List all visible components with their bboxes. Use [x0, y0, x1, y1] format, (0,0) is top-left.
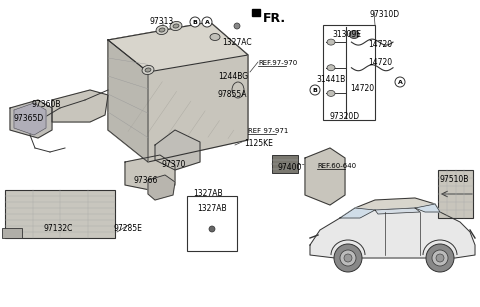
Text: 97360B: 97360B: [31, 100, 60, 109]
Ellipse shape: [232, 82, 244, 98]
Text: 1244BG: 1244BG: [218, 72, 248, 81]
Text: REF.97-970: REF.97-970: [258, 60, 297, 66]
Ellipse shape: [327, 90, 335, 96]
Text: 97400: 97400: [278, 163, 302, 172]
Polygon shape: [125, 155, 175, 192]
Text: 97366: 97366: [134, 176, 158, 185]
Text: 1327AC: 1327AC: [222, 38, 252, 47]
Circle shape: [432, 250, 448, 266]
Polygon shape: [310, 208, 475, 258]
Text: 31441B: 31441B: [316, 75, 345, 84]
Polygon shape: [108, 22, 248, 72]
Text: 97285E: 97285E: [113, 224, 142, 233]
Ellipse shape: [349, 30, 359, 38]
Text: FR.: FR.: [263, 12, 286, 25]
Circle shape: [234, 23, 240, 29]
Text: 1125KE: 1125KE: [244, 139, 273, 148]
Bar: [323, 25, 375, 120]
Text: A: A: [397, 80, 402, 84]
Circle shape: [395, 77, 405, 87]
Text: B: B: [312, 87, 317, 92]
Polygon shape: [148, 175, 175, 200]
Polygon shape: [155, 130, 200, 170]
Ellipse shape: [159, 28, 165, 32]
Text: 97320D: 97320D: [330, 112, 360, 121]
Circle shape: [344, 254, 352, 262]
Text: 31309E: 31309E: [332, 30, 361, 39]
Bar: [5, 190, 115, 238]
Circle shape: [202, 17, 212, 27]
Text: 97510B: 97510B: [439, 175, 468, 184]
Polygon shape: [52, 90, 108, 122]
Ellipse shape: [170, 21, 182, 31]
Bar: [187, 196, 237, 251]
Text: 97365D: 97365D: [14, 114, 44, 123]
Text: 1327AB: 1327AB: [197, 204, 227, 213]
Text: A: A: [204, 20, 209, 25]
Ellipse shape: [210, 33, 220, 41]
Polygon shape: [340, 208, 375, 218]
Bar: [272, 155, 298, 173]
Ellipse shape: [142, 65, 154, 75]
Polygon shape: [108, 40, 148, 162]
Circle shape: [334, 244, 362, 272]
Polygon shape: [340, 198, 440, 218]
Text: REF 97-971: REF 97-971: [248, 128, 288, 134]
Circle shape: [436, 254, 444, 262]
Polygon shape: [14, 103, 46, 135]
Text: B: B: [192, 20, 197, 25]
Circle shape: [310, 85, 320, 95]
Ellipse shape: [145, 68, 151, 72]
Polygon shape: [252, 9, 260, 16]
Circle shape: [190, 17, 200, 27]
Text: 14720: 14720: [368, 40, 392, 49]
Ellipse shape: [327, 39, 335, 45]
Circle shape: [340, 250, 356, 266]
Text: 97313: 97313: [150, 17, 174, 26]
Ellipse shape: [156, 25, 168, 35]
Circle shape: [426, 244, 454, 272]
Polygon shape: [10, 100, 52, 138]
Text: 97132C: 97132C: [44, 224, 73, 233]
Polygon shape: [305, 148, 345, 205]
Text: 97855A: 97855A: [218, 90, 248, 99]
Text: 97310D: 97310D: [370, 10, 400, 19]
Text: 14720: 14720: [368, 58, 392, 67]
Text: 14720: 14720: [350, 84, 374, 93]
Bar: [438, 170, 473, 218]
Text: 1327AB: 1327AB: [193, 189, 223, 198]
Circle shape: [209, 226, 215, 232]
Text: REF.60-640: REF.60-640: [317, 163, 356, 169]
Ellipse shape: [173, 24, 179, 28]
Bar: [2, 228, 22, 238]
Polygon shape: [415, 204, 440, 212]
Polygon shape: [375, 208, 420, 214]
Ellipse shape: [327, 65, 335, 71]
Text: 97370: 97370: [162, 160, 186, 169]
Polygon shape: [108, 22, 248, 162]
